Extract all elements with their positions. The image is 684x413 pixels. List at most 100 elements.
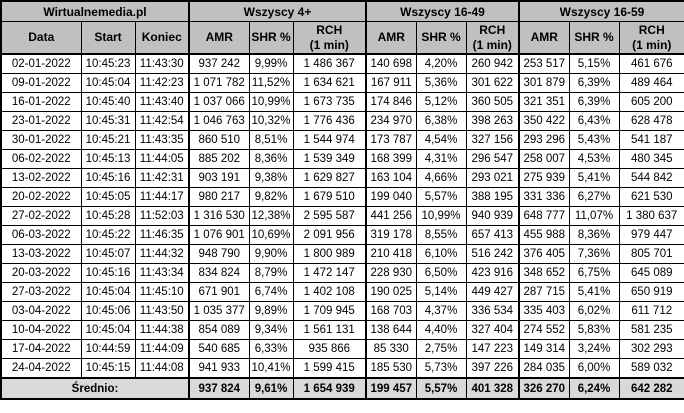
cell-rch-16-59: 1 380 637 (618, 206, 684, 226)
cell-start: 10:45:22 (80, 225, 136, 245)
cell-amr-4plus: 834 824 (188, 263, 250, 283)
cell-start: 10:45:31 (80, 111, 136, 131)
cell-shr-4plus: 8,36% (248, 149, 294, 169)
column-header-row: Data Start Koniec AMR SHR % RCH (1 min) … (0, 21, 684, 55)
cell-start: 10:45:06 (80, 301, 136, 321)
cell-shr-16-49: 5,36% (415, 73, 467, 93)
average-cell-amr-16-49: 199 457 (365, 377, 417, 400)
cell-shr-4plus: 9,90% (248, 244, 294, 264)
cell-amr-16-59: 331 336 (518, 187, 570, 207)
cell-rch-4plus: 1 629 827 (292, 168, 367, 188)
cell-amr-4plus: 937 242 (188, 53, 250, 74)
table-row: 20-02-2022 10:45:05 11:44:17 980 217 9,82% 1 … (0, 187, 684, 207)
table-row: 24-04-2022 10:45:15 11:44:08 941 933 10,41% 1… (0, 358, 684, 379)
cell-shr-16-59: 5,43% (568, 130, 620, 150)
cell-rch-4plus: 1 561 131 (292, 320, 367, 340)
cell-rch-16-59: 621 530 (618, 187, 684, 207)
col-header-shr-16-49: SHR % (415, 21, 467, 55)
cell-start: 10:45:04 (80, 73, 136, 93)
cell-rch-4plus: 1 800 989 (292, 244, 367, 264)
cell-rch-16-49: 397 226 (465, 358, 520, 379)
cell-shr-16-59: 6,75% (568, 263, 620, 283)
average-cell-amr-4plus: 937 824 (188, 377, 250, 400)
cell-amr-16-49: 163 104 (365, 168, 417, 188)
cell-data: 24-04-2022 (0, 358, 82, 379)
cell-rch-16-59: 650 919 (618, 282, 684, 302)
ratings-table: Wirtualnemedia.pl Wszyscy 4+ Wszyscy 16-… (0, 0, 684, 400)
cell-amr-4plus: 1 037 066 (188, 92, 250, 112)
group-header-wszyscy-16-49: Wszyscy 16-49 (365, 0, 520, 22)
cell-amr-16-49: 173 787 (365, 130, 417, 150)
cell-amr-16-59: 335 403 (518, 301, 570, 321)
cell-amr-16-59: 149 314 (518, 339, 570, 359)
cell-amr-16-49: 167 911 (365, 73, 417, 93)
cell-shr-4plus: 9,38% (248, 168, 294, 188)
cell-rch-16-59: 489 464 (618, 73, 684, 93)
cell-amr-16-59: 258 007 (518, 149, 570, 169)
cell-rch-4plus: 1 709 945 (292, 301, 367, 321)
cell-amr-16-59: 253 517 (518, 53, 570, 74)
cell-shr-16-59: 6,27% (568, 187, 620, 207)
cell-shr-4plus: 10,32% (248, 111, 294, 131)
group-header-row: Wirtualnemedia.pl Wszyscy 4+ Wszyscy 16-… (0, 0, 684, 22)
col-header-shr-16-59: SHR % (568, 21, 620, 55)
cell-rch-16-59: 302 293 (618, 339, 684, 359)
col-header-amr-4plus: AMR (188, 21, 250, 55)
cell-amr-16-49: 168 703 (365, 301, 417, 321)
cell-shr-16-49: 4,31% (415, 149, 467, 169)
cell-start: 10:45:07 (80, 244, 136, 264)
cell-shr-16-49: 8,55% (415, 225, 467, 245)
cell-shr-16-49: 5,73% (415, 358, 467, 379)
cell-rch-16-59: 480 345 (618, 149, 684, 169)
cell-rch-16-59: 979 447 (618, 225, 684, 245)
cell-amr-4plus: 903 191 (188, 168, 250, 188)
cell-rch-16-49: 336 534 (465, 301, 520, 321)
cell-shr-16-49: 2,75% (415, 339, 467, 359)
cell-amr-16-59: 648 777 (518, 206, 570, 226)
cell-amr-16-49: 185 530 (365, 358, 417, 379)
table-row: 06-03-2022 10:45:22 11:46:35 1 076 901 10,69… (0, 225, 684, 245)
cell-shr-16-49: 5,14% (415, 282, 467, 302)
average-cell-shr-4plus: 9,61% (248, 377, 294, 400)
table-header: Wirtualnemedia.pl Wszyscy 4+ Wszyscy 16-… (0, 0, 684, 55)
cell-amr-4plus: 1 046 763 (188, 111, 250, 131)
cell-koniec: 11:43:40 (134, 92, 190, 112)
cell-shr-16-49: 6,50% (415, 263, 467, 283)
average-cell-rch-16-59: 642 282 (618, 377, 684, 400)
cell-rch-16-49: 301 622 (465, 73, 520, 93)
cell-rch-4plus: 2 091 956 (292, 225, 367, 245)
cell-rch-4plus: 1 673 735 (292, 92, 367, 112)
cell-rch-4plus: 1 544 974 (292, 130, 367, 150)
cell-data: 03-04-2022 (0, 301, 82, 321)
cell-rch-16-49: 516 242 (465, 244, 520, 264)
cell-amr-16-49: 174 846 (365, 92, 417, 112)
cell-rch-16-49: 327 156 (465, 130, 520, 150)
cell-koniec: 11:52:03 (134, 206, 190, 226)
cell-amr-16-49: 138 644 (365, 320, 417, 340)
cell-rch-16-49: 260 942 (465, 53, 520, 74)
cell-amr-16-59: 293 296 (518, 130, 570, 150)
cell-start: 10:45:15 (80, 358, 136, 379)
cell-data: 27-02-2022 (0, 206, 82, 226)
cell-shr-4plus: 11,52% (248, 73, 294, 93)
cell-data: 20-03-2022 (0, 263, 82, 283)
cell-amr-16-59: 287 715 (518, 282, 570, 302)
cell-data: 13-02-2022 (0, 168, 82, 188)
col-header-rch-16-59: RCH (1 min) (618, 21, 684, 55)
average-row: Średnio: 937 824 9,61% 1 654 939 199 457 5,5… (0, 377, 684, 400)
table-row: 17-04-2022 10:44:59 11:44:09 540 685 6,33% 93… (0, 339, 684, 359)
cell-amr-16-49: 228 930 (365, 263, 417, 283)
cell-rch-16-49: 398 263 (465, 111, 520, 131)
cell-shr-4plus: 9,34% (248, 320, 294, 340)
cell-rch-16-59: 628 478 (618, 111, 684, 131)
cell-rch-16-59: 611 712 (618, 301, 684, 321)
cell-rch-16-49: 388 195 (465, 187, 520, 207)
cell-shr-16-59: 6,43% (568, 111, 620, 131)
cell-start: 10:45:16 (80, 168, 136, 188)
cell-start: 10:45:23 (80, 53, 136, 74)
cell-rch-4plus: 935 866 (292, 339, 367, 359)
cell-amr-16-59: 321 351 (518, 92, 570, 112)
cell-rch-16-49: 423 916 (465, 263, 520, 283)
cell-shr-16-49: 4,20% (415, 53, 467, 74)
cell-rch-4plus: 1 472 147 (292, 263, 367, 283)
